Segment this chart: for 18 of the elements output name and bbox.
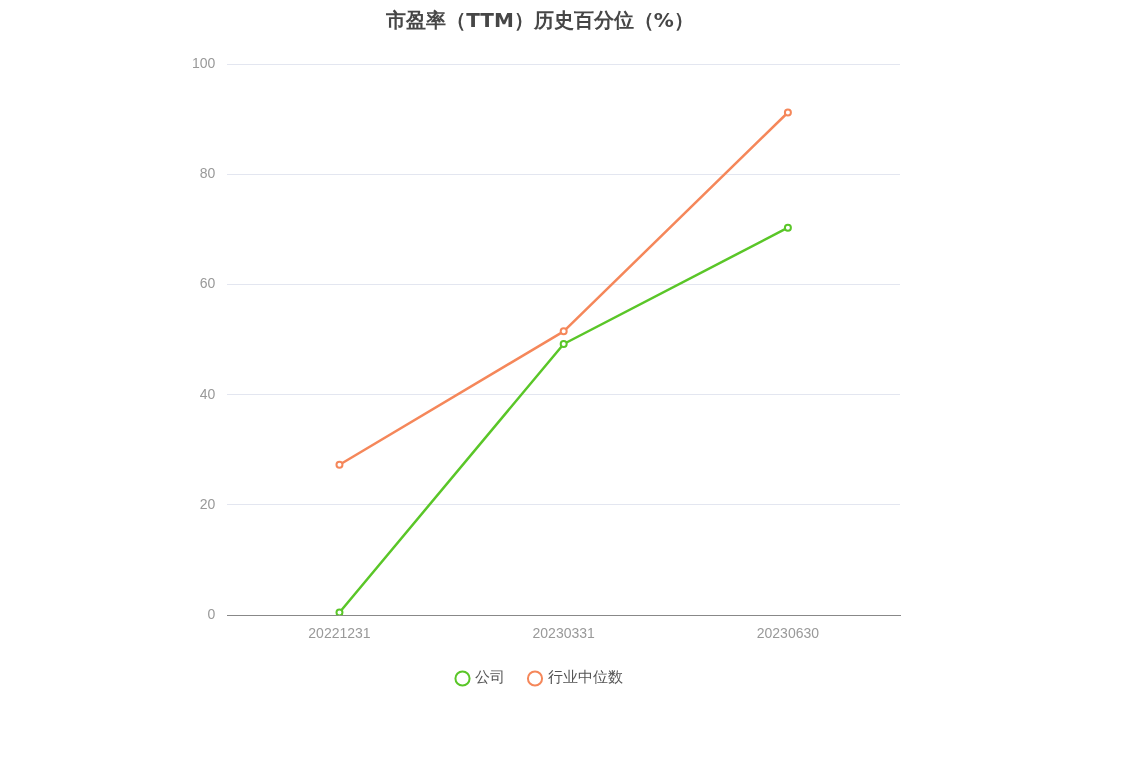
y-tick-label: 100 <box>192 54 216 71</box>
point <box>783 223 792 232</box>
point <box>559 327 568 336</box>
legend-label: 行业中位数 <box>547 668 623 687</box>
point <box>335 460 344 469</box>
point <box>559 340 568 349</box>
x-tick-label: 20221231 <box>308 625 371 642</box>
chart-title: 市盈率（TTM）历史百分位（%） <box>385 8 694 33</box>
y-tick-label: 80 <box>199 165 216 182</box>
x-tick-label: 20230630 <box>756 625 820 642</box>
point <box>335 608 344 616</box>
point <box>783 108 792 117</box>
y-tick-label: 0 <box>207 606 216 623</box>
legend-label: 公司 <box>475 668 505 687</box>
x-tick-label: 20230331 <box>532 625 596 642</box>
y-tick-label: 60 <box>199 275 216 292</box>
y-tick-label: 20 <box>199 495 216 512</box>
y-tick-label: 40 <box>199 385 216 402</box>
